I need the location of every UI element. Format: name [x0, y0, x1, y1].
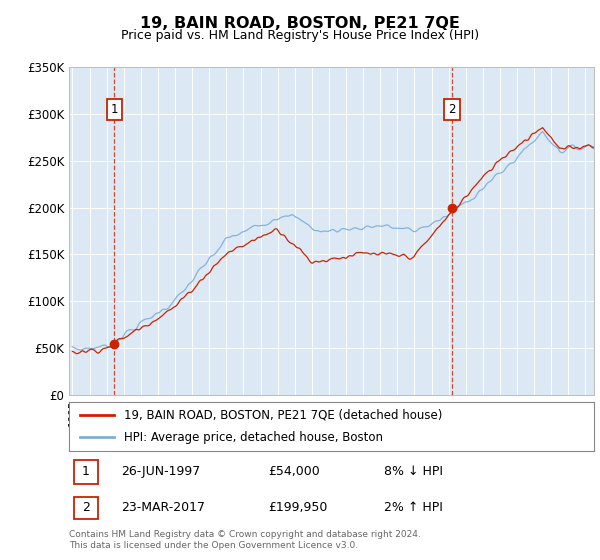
Text: Contains HM Land Registry data © Crown copyright and database right 2024.
This d: Contains HM Land Registry data © Crown c…: [69, 530, 421, 550]
Text: 19, BAIN ROAD, BOSTON, PE21 7QE (detached house): 19, BAIN ROAD, BOSTON, PE21 7QE (detache…: [124, 409, 443, 422]
Text: 2% ↑ HPI: 2% ↑ HPI: [384, 501, 443, 515]
Bar: [74, 497, 98, 519]
Text: Price paid vs. HM Land Registry's House Price Index (HPI): Price paid vs. HM Land Registry's House …: [121, 29, 479, 42]
Text: £54,000: £54,000: [269, 465, 320, 478]
Text: 2: 2: [82, 501, 90, 515]
Text: 2: 2: [448, 103, 456, 116]
Text: 23-MAR-2017: 23-MAR-2017: [121, 501, 205, 515]
Bar: [74, 460, 98, 484]
Text: £199,950: £199,950: [269, 501, 328, 515]
Text: 1: 1: [111, 103, 118, 116]
Text: 19, BAIN ROAD, BOSTON, PE21 7QE: 19, BAIN ROAD, BOSTON, PE21 7QE: [140, 16, 460, 31]
Text: 26-JUN-1997: 26-JUN-1997: [121, 465, 201, 478]
Text: HPI: Average price, detached house, Boston: HPI: Average price, detached house, Bost…: [124, 431, 383, 444]
Text: 1: 1: [82, 465, 90, 478]
Text: 8% ↓ HPI: 8% ↓ HPI: [384, 465, 443, 478]
